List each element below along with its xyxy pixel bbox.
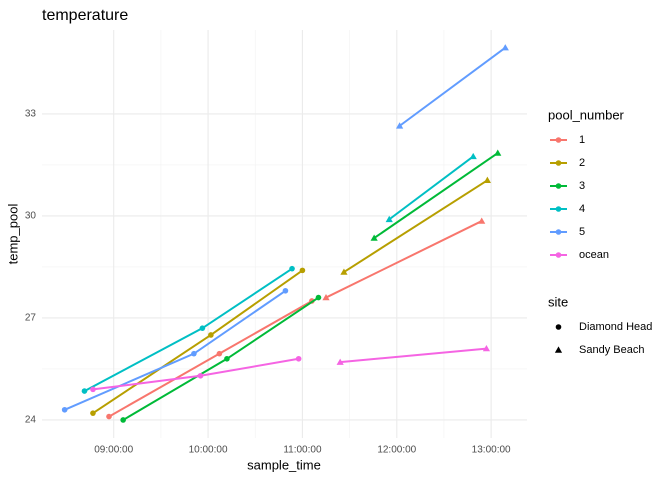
- data-point: [90, 386, 96, 393]
- series-line: [325, 220, 483, 299]
- y-tick-label: 27: [25, 313, 37, 324]
- data-point: [81, 388, 88, 394]
- legend-label: 5: [579, 226, 585, 238]
- series-line: [399, 46, 506, 127]
- data-point: [336, 358, 344, 365]
- x-tick-label: 13:00:00: [472, 445, 511, 456]
- legend-label: ocean: [579, 249, 609, 261]
- color-legend-title: pool_number: [548, 107, 625, 122]
- legend-label: Sandy Beach: [579, 344, 644, 356]
- data-point: [478, 217, 486, 224]
- data-point: [289, 265, 295, 272]
- legend-label: 3: [579, 180, 585, 192]
- series-line: [373, 152, 499, 239]
- series-line: [92, 269, 304, 415]
- y-axis-label: temp_pool: [5, 204, 20, 265]
- data-point: [295, 355, 302, 362]
- legend-key-point: [555, 252, 562, 258]
- series-line: [64, 289, 287, 411]
- data-point: [340, 268, 348, 275]
- y-tick-label: 30: [25, 211, 37, 222]
- chart-title: temperature: [42, 7, 128, 24]
- series-line: [343, 179, 488, 273]
- shape-legend-title: site: [548, 294, 568, 309]
- legend-key-point: [555, 183, 562, 189]
- x-tick-label: 10:00:00: [189, 445, 228, 456]
- data-point: [385, 215, 393, 223]
- y-tick-label: 33: [25, 109, 37, 120]
- legend-label: 4: [579, 203, 585, 215]
- data-point: [469, 152, 477, 160]
- legend-key-point: [555, 229, 562, 235]
- x-tick-label: 11:00:00: [283, 445, 322, 456]
- data-point: [197, 372, 204, 379]
- data-point: [299, 267, 306, 274]
- data-point: [282, 287, 289, 294]
- x-tick-label: 09:00:00: [94, 445, 133, 456]
- data-point: [61, 406, 68, 413]
- data-point: [216, 350, 223, 357]
- data-point: [224, 355, 230, 362]
- legend-key-shape: [554, 346, 563, 353]
- data-point: [90, 410, 96, 416]
- data-point: [483, 176, 491, 183]
- series-line: [92, 357, 299, 391]
- legend-label: 1: [579, 134, 585, 146]
- data-point: [315, 294, 322, 301]
- data-point: [482, 344, 491, 352]
- x-tick-label: 12:00:00: [377, 445, 416, 456]
- data-point: [208, 332, 214, 338]
- data-point: [501, 44, 509, 51]
- legend-label: 2: [579, 157, 585, 169]
- legend-key-shape: [555, 324, 562, 330]
- x-axis-label: sample_time: [247, 457, 321, 472]
- data-point: [191, 350, 197, 357]
- data-point: [199, 325, 206, 331]
- data-point: [396, 122, 404, 129]
- data-point: [494, 149, 502, 156]
- legend-key-point: [555, 160, 562, 166]
- legend-key-point: [555, 206, 562, 212]
- series-line: [388, 155, 474, 221]
- data-point: [322, 293, 330, 301]
- legend-key-point: [555, 137, 562, 143]
- y-tick-label: 24: [25, 415, 37, 426]
- data-point: [106, 413, 112, 420]
- series-line: [340, 347, 487, 364]
- data-point: [370, 234, 378, 241]
- legend-label: Diamond Head: [579, 321, 652, 333]
- data-point: [120, 417, 126, 423]
